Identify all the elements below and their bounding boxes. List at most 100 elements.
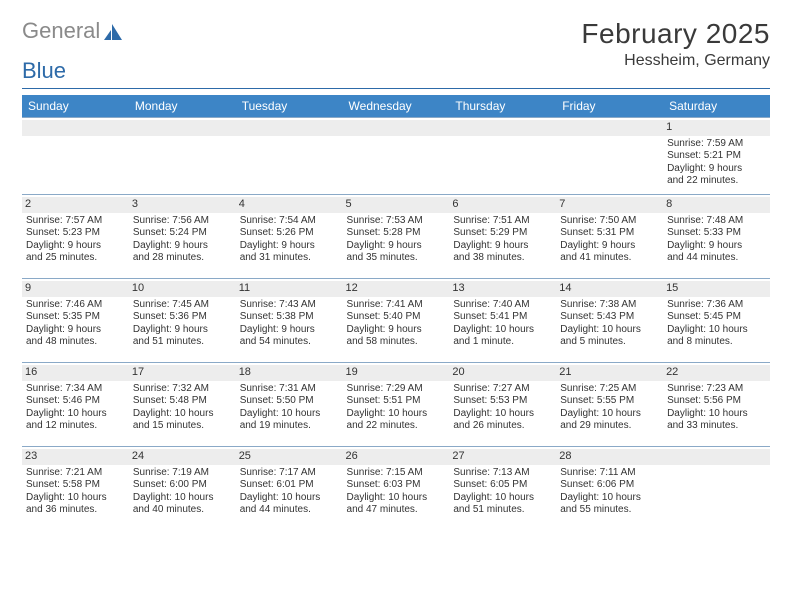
day-number: 28 — [556, 449, 663, 465]
calendar-cell — [236, 118, 343, 195]
day-number — [236, 120, 343, 136]
calendar-body: 1Sunrise: 7:59 AMSunset: 5:21 PMDaylight… — [22, 118, 770, 531]
calendar-week-row: 9Sunrise: 7:46 AMSunset: 5:35 PMDaylight… — [22, 278, 770, 362]
day-header: Saturday — [663, 95, 770, 118]
day-header-row: Sunday Monday Tuesday Wednesday Thursday… — [22, 95, 770, 118]
day-number: 13 — [449, 281, 556, 297]
day-details: Sunrise: 7:38 AMSunset: 5:43 PMDaylight:… — [560, 299, 659, 349]
calendar-cell: 20 Sunrise: 7:27 AMSunset: 5:53 PMDayligh… — [449, 362, 556, 446]
calendar-cell: 6 Sunrise: 7:51 AMSunset: 5:29 PMDaylight… — [449, 194, 556, 278]
day-number — [129, 120, 236, 136]
day-details: Sunrise: 7:43 AMSunset: 5:38 PMDaylight:… — [240, 299, 339, 349]
calendar-week-row: 1Sunrise: 7:59 AMSunset: 5:21 PMDaylight… — [22, 118, 770, 195]
day-number: 27 — [449, 449, 556, 465]
day-header: Monday — [129, 95, 236, 118]
day-details: Sunrise: 7:40 AMSunset: 5:41 PMDaylight:… — [453, 299, 552, 349]
day-number: 2 — [22, 197, 129, 213]
day-number: 11 — [236, 281, 343, 297]
day-number: 4 — [236, 197, 343, 213]
calendar-cell: 9Sunrise: 7:46 AMSunset: 5:35 PMDaylight… — [22, 278, 129, 362]
day-details: Sunrise: 7:15 AMSunset: 6:03 PMDaylight:… — [347, 467, 446, 517]
day-header: Wednesday — [343, 95, 450, 118]
day-number: 7 — [556, 197, 663, 213]
day-number: 22 — [663, 365, 770, 381]
calendar-cell: 26Sunrise: 7:15 AMSunset: 6:03 PMDayligh… — [343, 446, 450, 530]
day-header: Thursday — [449, 95, 556, 118]
calendar-cell: 11 Sunrise: 7:43 AMSunset: 5:38 PMDayligh… — [236, 278, 343, 362]
logo-word-1: General — [22, 18, 100, 44]
day-details: Sunrise: 7:23 AMSunset: 5:56 PMDaylight:… — [667, 383, 766, 433]
calendar-cell: 12 Sunrise: 7:41 AMSunset: 5:40 PMDayligh… — [343, 278, 450, 362]
calendar-cell: 18 Sunrise: 7:31 AMSunset: 5:50 PMDayligh… — [236, 362, 343, 446]
calendar-cell: 14Sunrise: 7:38 AMSunset: 5:43 PMDayligh… — [556, 278, 663, 362]
day-number: 25 — [236, 449, 343, 465]
day-header: Tuesday — [236, 95, 343, 118]
calendar-week-row: 2 Sunrise: 7:57 AMSunset: 5:23 PMDaylight… — [22, 194, 770, 278]
day-details: Sunrise: 7:29 AMSunset: 5:51 PMDaylight:… — [347, 383, 446, 433]
calendar-cell: 13 Sunrise: 7:40 AMSunset: 5:41 PMDayligh… — [449, 278, 556, 362]
calendar-cell: 28 Sunrise: 7:11 AMSunset: 6:06 PMDayligh… — [556, 446, 663, 530]
title-block: February 2025 Hessheim, Germany — [581, 18, 770, 70]
calendar-cell: 8Sunrise: 7:48 AMSunset: 5:33 PMDaylight… — [663, 194, 770, 278]
day-number: 23 — [22, 449, 129, 465]
day-number: 15 — [663, 281, 770, 297]
day-details: Sunrise: 7:50 AMSunset: 5:31 PMDaylight:… — [560, 215, 659, 265]
day-details: Sunrise: 7:34 AMSunset: 5:46 PMDaylight:… — [26, 383, 125, 433]
day-details: Sunrise: 7:59 AMSunset: 5:21 PMDaylight:… — [667, 138, 766, 188]
day-header: Friday — [556, 95, 663, 118]
logo: General — [22, 18, 126, 44]
day-number: 20 — [449, 365, 556, 381]
day-details: Sunrise: 7:51 AMSunset: 5:29 PMDaylight:… — [453, 215, 552, 265]
day-details: Sunrise: 7:53 AMSunset: 5:28 PMDaylight:… — [347, 215, 446, 265]
day-number — [556, 120, 663, 136]
day-number — [449, 120, 556, 136]
calendar-cell: 23Sunrise: 7:21 AMSunset: 5:58 PMDayligh… — [22, 446, 129, 530]
calendar-cell: 3Sunrise: 7:56 AMSunset: 5:24 PMDaylight… — [129, 194, 236, 278]
day-details: Sunrise: 7:56 AMSunset: 5:24 PMDaylight:… — [133, 215, 232, 265]
day-details: Sunrise: 7:31 AMSunset: 5:50 PMDaylight:… — [240, 383, 339, 433]
calendar-grid: Sunday Monday Tuesday Wednesday Thursday… — [22, 95, 770, 530]
day-details: Sunrise: 7:48 AMSunset: 5:33 PMDaylight:… — [667, 215, 766, 265]
calendar-cell: 19 Sunrise: 7:29 AMSunset: 5:51 PMDayligh… — [343, 362, 450, 446]
day-details: Sunrise: 7:17 AMSunset: 6:01 PMDaylight:… — [240, 467, 339, 517]
day-details: Sunrise: 7:19 AMSunset: 6:00 PMDaylight:… — [133, 467, 232, 517]
day-details: Sunrise: 7:57 AMSunset: 5:23 PMDaylight:… — [26, 215, 125, 265]
day-number: 17 — [129, 365, 236, 381]
calendar-cell: 17 Sunrise: 7:32 AMSunset: 5:48 PMDayligh… — [129, 362, 236, 446]
calendar-cell: 5 Sunrise: 7:53 AMSunset: 5:28 PMDaylight… — [343, 194, 450, 278]
day-number: 10 — [129, 281, 236, 297]
day-number — [663, 449, 770, 465]
calendar-week-row: 23Sunrise: 7:21 AMSunset: 5:58 PMDayligh… — [22, 446, 770, 530]
day-number: 18 — [236, 365, 343, 381]
day-number — [22, 120, 129, 136]
day-details: Sunrise: 7:27 AMSunset: 5:53 PMDaylight:… — [453, 383, 552, 433]
calendar-cell: 25 Sunrise: 7:17 AMSunset: 6:01 PMDayligh… — [236, 446, 343, 530]
calendar-cell: 24 Sunrise: 7:19 AMSunset: 6:00 PMDayligh… — [129, 446, 236, 530]
calendar-cell: 7 Sunrise: 7:50 AMSunset: 5:31 PMDaylight… — [556, 194, 663, 278]
calendar-cell — [663, 446, 770, 530]
day-details: Sunrise: 7:32 AMSunset: 5:48 PMDaylight:… — [133, 383, 232, 433]
location-label: Hessheim, Germany — [581, 52, 770, 70]
day-number: 12 — [343, 281, 450, 297]
day-details: Sunrise: 7:41 AMSunset: 5:40 PMDaylight:… — [347, 299, 446, 349]
day-number: 19 — [343, 365, 450, 381]
calendar-cell — [129, 118, 236, 195]
header-divider — [22, 88, 770, 89]
day-details: Sunrise: 7:11 AMSunset: 6:06 PMDaylight:… — [560, 467, 659, 517]
day-number: 6 — [449, 197, 556, 213]
day-number: 16 — [22, 365, 129, 381]
calendar-cell: 4Sunrise: 7:54 AMSunset: 5:26 PMDaylight… — [236, 194, 343, 278]
calendar-cell: 1Sunrise: 7:59 AMSunset: 5:21 PMDaylight… — [663, 118, 770, 195]
calendar-cell: 16 Sunrise: 7:34 AMSunset: 5:46 PMDayligh… — [22, 362, 129, 446]
day-number: 5 — [343, 197, 450, 213]
calendar-week-row: 16 Sunrise: 7:34 AMSunset: 5:46 PMDayligh… — [22, 362, 770, 446]
month-title: February 2025 — [581, 18, 770, 50]
day-details: Sunrise: 7:46 AMSunset: 5:35 PMDaylight:… — [26, 299, 125, 349]
calendar-cell — [556, 118, 663, 195]
day-number: 21 — [556, 365, 663, 381]
calendar-cell — [343, 118, 450, 195]
logo-sail-icon — [104, 22, 126, 40]
day-number: 24 — [129, 449, 236, 465]
calendar-page: General February 2025 Hessheim, Germany … — [0, 0, 792, 530]
day-number — [343, 120, 450, 136]
